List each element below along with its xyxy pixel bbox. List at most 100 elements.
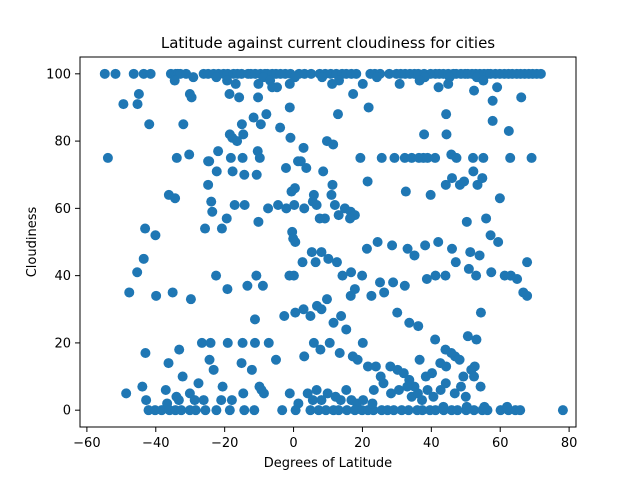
data-point xyxy=(141,395,152,406)
data-point xyxy=(388,277,399,288)
data-point xyxy=(222,337,233,348)
x-axis: −60 −40 −20 0 20 40 60 80 xyxy=(73,427,577,451)
x-tick-label: 0 xyxy=(289,436,297,451)
data-point xyxy=(238,388,249,399)
data-point xyxy=(522,257,533,268)
data-point xyxy=(200,223,211,234)
data-point xyxy=(256,385,267,395)
data-point xyxy=(213,146,224,157)
data-point xyxy=(403,405,414,416)
data-point xyxy=(362,361,373,372)
data-point xyxy=(236,119,247,130)
data-point xyxy=(273,200,284,210)
data-point xyxy=(430,270,441,281)
data-point xyxy=(417,405,428,416)
data-point xyxy=(351,68,362,79)
data-point xyxy=(133,89,144,99)
data-point xyxy=(321,294,332,305)
data-point xyxy=(371,72,382,83)
data-point xyxy=(358,395,369,406)
data-point xyxy=(419,129,430,140)
data-point xyxy=(222,284,233,295)
data-point xyxy=(402,243,413,254)
data-point xyxy=(441,129,452,140)
data-point xyxy=(399,280,410,291)
data-point xyxy=(237,337,248,348)
data-point xyxy=(270,354,281,365)
data-point xyxy=(253,78,264,89)
data-point xyxy=(422,385,433,395)
data-point xyxy=(225,152,236,163)
data-point xyxy=(535,68,546,79)
data-point xyxy=(333,405,344,416)
data-point xyxy=(298,304,309,315)
data-point xyxy=(378,378,389,389)
data-point xyxy=(337,270,348,281)
data-point xyxy=(379,287,390,298)
x-tick-label: 60 xyxy=(492,436,509,451)
data-point xyxy=(430,405,441,416)
data-point xyxy=(522,290,533,301)
data-point xyxy=(239,405,250,416)
data-point xyxy=(433,237,444,247)
data-point xyxy=(327,78,338,89)
data-point xyxy=(469,85,480,96)
data-point xyxy=(237,152,248,163)
data-point xyxy=(280,163,291,173)
data-point xyxy=(463,263,474,274)
data-point xyxy=(348,89,359,99)
data-point xyxy=(267,82,278,93)
data-point xyxy=(341,385,352,395)
data-point xyxy=(305,405,316,416)
data-point xyxy=(317,72,328,83)
data-point xyxy=(308,337,319,348)
data-point xyxy=(253,216,264,227)
data-point xyxy=(414,75,425,86)
data-point xyxy=(362,176,373,187)
data-point xyxy=(370,361,381,372)
data-point xyxy=(326,189,337,200)
data-point xyxy=(357,78,368,89)
data-point xyxy=(176,405,187,416)
data-point xyxy=(475,381,486,392)
data-point xyxy=(409,250,420,261)
data-point xyxy=(279,311,290,321)
y-tick-label: 40 xyxy=(54,269,71,284)
data-point xyxy=(170,193,181,204)
data-point xyxy=(329,200,340,210)
x-tick-label: −60 xyxy=(73,436,100,451)
data-point xyxy=(226,395,237,406)
data-point xyxy=(217,381,228,392)
data-point xyxy=(469,371,480,382)
x-tick-label: −20 xyxy=(211,436,238,451)
data-point xyxy=(205,337,216,348)
data-point xyxy=(289,200,300,210)
data-point xyxy=(461,216,472,227)
data-point xyxy=(485,230,496,241)
data-point xyxy=(471,270,482,281)
data-point xyxy=(216,395,227,406)
data-point xyxy=(417,395,428,406)
data-point xyxy=(372,237,383,247)
data-point xyxy=(386,388,397,399)
data-point xyxy=(138,68,149,79)
data-point xyxy=(151,290,162,301)
data-point xyxy=(251,169,262,180)
data-point xyxy=(392,307,403,318)
data-point xyxy=(493,237,504,247)
data-point xyxy=(357,270,368,281)
data-point xyxy=(502,401,513,412)
data-point xyxy=(281,203,292,214)
data-point xyxy=(261,109,272,120)
data-point xyxy=(306,68,317,79)
data-point xyxy=(376,152,387,163)
data-point xyxy=(110,68,121,79)
data-point xyxy=(341,405,352,416)
data-point xyxy=(306,247,317,258)
data-point xyxy=(253,92,264,103)
data-point xyxy=(398,368,409,379)
data-point xyxy=(227,166,238,177)
data-point xyxy=(481,213,492,224)
data-point xyxy=(328,317,339,328)
